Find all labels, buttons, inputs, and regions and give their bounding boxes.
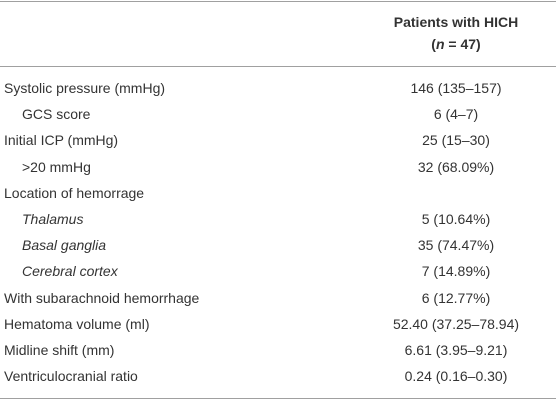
row-value: 6 (12.77%) xyxy=(421,289,491,306)
row-label: Thalamus xyxy=(22,211,84,227)
row-value: 6 (4–7) xyxy=(433,106,479,123)
column-title: Patients with HICH xyxy=(393,14,519,30)
row-label: Hematoma volume (ml) xyxy=(4,315,150,332)
row-value: 7 (14.89%) xyxy=(421,263,491,280)
row-value: 25 (15–30) xyxy=(422,132,490,149)
header-rule xyxy=(0,66,556,67)
row-value: 146 (135–157) xyxy=(410,80,502,96)
row-label: Basal ganglia xyxy=(22,237,107,254)
n-value: = 47) xyxy=(444,36,481,52)
row-label: >20 mmHg xyxy=(22,158,91,175)
n-symbol: n xyxy=(435,36,445,52)
row-label: Ventriculocranial ratio xyxy=(4,368,138,385)
row-value: 52.40 (37.25–78.94) xyxy=(392,315,520,332)
row-value: 6.61 (3.95–9.21) xyxy=(404,342,508,358)
row-value: 0.24 (0.16–0.30) xyxy=(404,368,508,385)
row-label: Cerebral cortex xyxy=(22,263,118,280)
row-label: Midline shift (mm) xyxy=(4,342,115,358)
row-label: With subarachnoid hemorrhage xyxy=(4,289,200,306)
row-label: GCS score xyxy=(22,106,91,123)
row-label: Initial ICP (mmHg) xyxy=(4,132,119,149)
row-value: 5 (10.64%) xyxy=(421,211,491,227)
top-rule xyxy=(0,1,556,2)
row-value: 35 (74.47%) xyxy=(417,237,495,254)
row-label: Systolic pressure (mmHg) xyxy=(4,80,166,96)
row-label: Location of hemorrage xyxy=(4,184,145,201)
n-open: ( xyxy=(431,36,436,52)
bottom-rule xyxy=(0,398,556,399)
row-value: 32 (68.09%) xyxy=(417,158,495,175)
column-n: (n = 47) xyxy=(356,35,556,53)
